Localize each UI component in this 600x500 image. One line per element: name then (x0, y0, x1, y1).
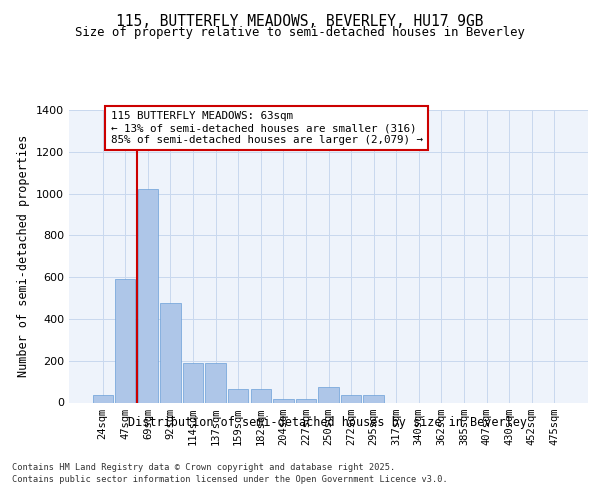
Y-axis label: Number of semi-detached properties: Number of semi-detached properties (17, 135, 31, 378)
Bar (160, 304, 181, 402)
Bar (296, 398, 316, 402)
Text: Contains public sector information licensed under the Open Government Licence v3: Contains public sector information licen… (12, 475, 448, 484)
Text: Distribution of semi-detached houses by size in Beverley: Distribution of semi-detached houses by … (128, 416, 527, 429)
Bar (273, 398, 293, 402)
Bar (205, 363, 226, 403)
Text: Contains HM Land Registry data © Crown copyright and database right 2025.: Contains HM Land Registry data © Crown c… (12, 462, 395, 471)
Bar (138, 190, 158, 402)
Bar (341, 395, 361, 402)
Bar (92, 395, 113, 402)
Bar (319, 387, 338, 402)
Text: 115 BUTTERFLY MEADOWS: 63sqm
← 13% of semi-detached houses are smaller (316)
85%: 115 BUTTERFLY MEADOWS: 63sqm ← 13% of se… (110, 112, 422, 144)
Bar (115, 279, 136, 402)
Text: 115, BUTTERFLY MEADOWS, BEVERLEY, HU17 9GB: 115, BUTTERFLY MEADOWS, BEVERLEY, HU17 9… (116, 14, 484, 29)
Text: Size of property relative to semi-detached houses in Beverley: Size of property relative to semi-detach… (75, 26, 525, 39)
Bar (251, 389, 271, 402)
Bar (183, 363, 203, 403)
Bar (364, 395, 384, 402)
Bar (228, 389, 248, 402)
